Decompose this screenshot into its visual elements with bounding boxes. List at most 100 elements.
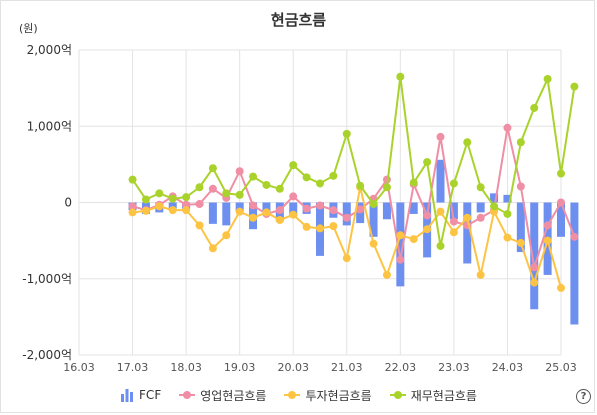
series-point-1 <box>570 232 579 241</box>
bar-fcf <box>516 202 525 253</box>
chart-title: 현금흐름 <box>270 11 327 29</box>
series-point-2 <box>262 208 271 217</box>
x-tick-label: 23.03 <box>438 361 470 374</box>
series-point-3 <box>275 184 284 193</box>
bar-fcf <box>382 202 391 220</box>
series-point-2 <box>222 231 231 240</box>
series-point-3 <box>423 158 432 167</box>
x-tick-label: 16.03 <box>63 361 95 374</box>
series-point-2 <box>503 233 512 242</box>
line-marker-icon <box>284 391 301 399</box>
bar-fcf <box>369 202 378 237</box>
series-point-3 <box>382 183 391 192</box>
series-point-3 <box>516 138 525 147</box>
series-point-2 <box>449 228 458 237</box>
x-tick-label: 19.03 <box>224 361 256 374</box>
legend-item-1[interactable]: FCF <box>120 388 161 402</box>
x-tick-label: 22.03 <box>385 361 417 374</box>
series-point-1 <box>423 211 432 220</box>
series-point-3 <box>476 183 485 192</box>
series-point-2 <box>516 238 525 247</box>
series-point-2 <box>289 210 298 219</box>
legend-label: 재무현금흐름 <box>410 388 477 403</box>
series-point-1 <box>235 167 244 176</box>
series-point-1 <box>195 200 204 209</box>
series-point-1 <box>516 182 525 191</box>
series-point-3 <box>449 179 458 188</box>
series-line-1 <box>132 126 576 269</box>
series-point-2 <box>182 206 191 215</box>
series-point-2 <box>382 270 391 279</box>
series-point-3 <box>249 172 258 181</box>
series-point-2 <box>208 244 217 253</box>
series-point-1 <box>436 132 445 141</box>
bar-fcf <box>222 202 231 226</box>
bar-fcf <box>530 202 539 310</box>
series-point-3 <box>262 180 271 189</box>
series-point-1 <box>449 217 458 226</box>
series-point-3 <box>168 194 177 203</box>
series-point-3 <box>289 161 298 170</box>
series-point-1 <box>329 206 338 215</box>
bar-fcf <box>557 202 565 237</box>
series-point-1 <box>289 192 298 201</box>
series-line-3 <box>131 75 576 247</box>
legend-label: FCF <box>139 388 162 402</box>
series-point-3 <box>342 129 351 138</box>
series-point-3 <box>490 202 499 211</box>
series-point-1 <box>208 184 217 193</box>
series-point-3 <box>182 193 191 202</box>
y-tick-label: 0 <box>64 196 72 210</box>
series-point-2 <box>369 239 378 248</box>
unit-label: (원) <box>19 22 38 35</box>
series-point-1 <box>557 198 565 207</box>
series-point-2 <box>155 202 164 211</box>
legend-item-2[interactable]: 영업현금흐름 <box>179 387 266 404</box>
series-point-1 <box>503 123 512 132</box>
bar-fcf <box>208 202 217 224</box>
x-tick-label: 21.03 <box>331 361 363 374</box>
bar-fcf <box>476 202 485 213</box>
bar-fcf <box>168 202 177 209</box>
series-point-1 <box>530 263 539 272</box>
series-point-3 <box>409 178 418 187</box>
legend-item-3[interactable]: 투자현금흐름 <box>284 387 372 404</box>
series-point-3 <box>195 183 204 192</box>
bar-fcf <box>235 202 244 212</box>
legend-label: 영업현금흐름 <box>200 388 267 403</box>
series-point-2 <box>557 283 565 292</box>
series-point-3 <box>369 200 378 209</box>
series-point-2 <box>329 222 338 231</box>
series-point-3 <box>235 190 244 199</box>
y-tick-label: -2,000억 <box>22 348 72 362</box>
x-tick-label: 18.03 <box>170 361 202 374</box>
series-point-3 <box>396 72 405 81</box>
series-point-3 <box>530 103 539 112</box>
line-marker-icon <box>179 391 196 399</box>
series-point-2 <box>530 278 539 287</box>
bar-fcf <box>449 202 458 220</box>
series-point-2 <box>302 222 311 231</box>
series-point-2 <box>275 216 284 225</box>
legend-item-4[interactable]: 재무현금흐름 <box>389 387 477 404</box>
series-point-1 <box>356 205 365 214</box>
bar-fcf <box>436 159 445 203</box>
help-icon[interactable]: ? <box>576 389 591 404</box>
series-point-2 <box>543 236 552 245</box>
line-marker-icon <box>389 391 406 399</box>
series-point-1 <box>543 221 552 230</box>
bar-fcf <box>262 202 271 214</box>
series-point-2 <box>141 206 150 215</box>
legend: FCF 영업현금흐름 투자현금흐름 재무현금흐름 <box>0 384 597 406</box>
bar-fcf <box>409 202 418 214</box>
series-point-3 <box>329 171 338 180</box>
series-point-3 <box>543 74 552 83</box>
bar-fcf <box>570 202 579 325</box>
series-point-2 <box>168 206 177 215</box>
series-point-2 <box>249 213 258 222</box>
bar-fcf <box>503 194 512 203</box>
series-point-3 <box>356 181 365 190</box>
series-point-3 <box>302 173 311 182</box>
series-point-3 <box>208 164 217 173</box>
